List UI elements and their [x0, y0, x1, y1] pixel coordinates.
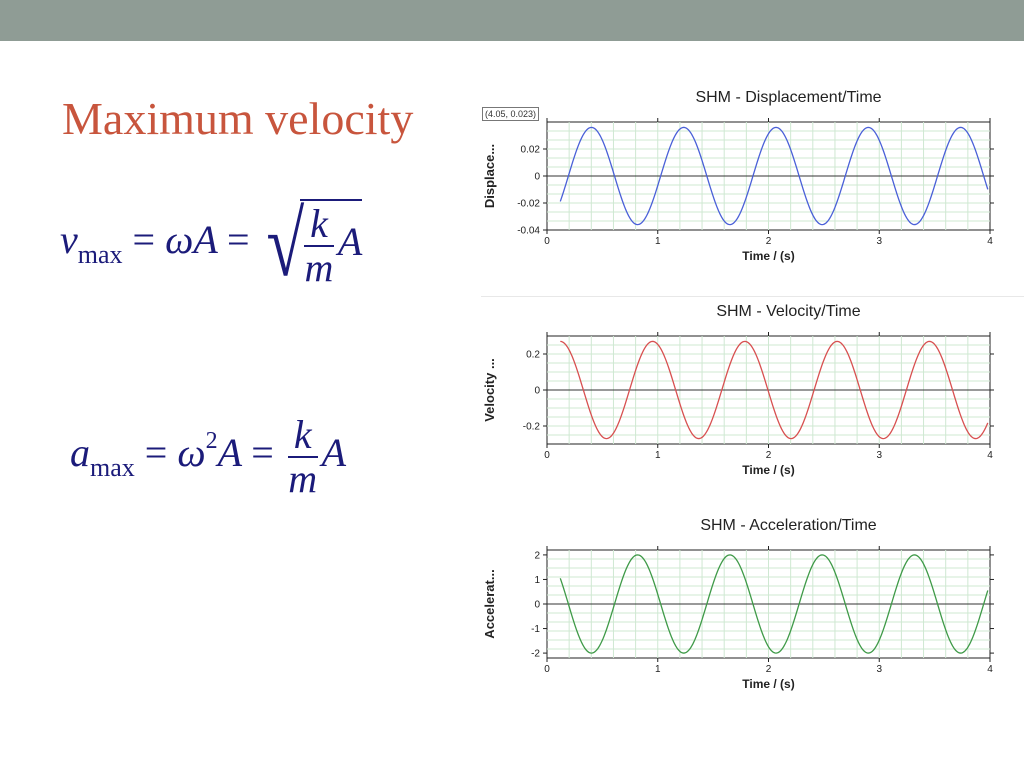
y-tick-label: -0.2	[523, 422, 541, 433]
fraction-denominator: m	[304, 245, 334, 290]
y-tick-label: 0.2	[526, 350, 540, 361]
chart-title: SHM - Acceleration/Time	[700, 517, 876, 534]
series-line	[560, 340, 989, 440]
y-tick-label: 0	[534, 600, 540, 611]
squared-exponent: 2	[205, 428, 218, 455]
acceleration-chart: 0 1 2 3 4 2 1 0 -1 -2 SHM - Acceleration/Time Time …	[479, 510, 1024, 730]
y-tick-label: 2	[534, 550, 540, 561]
x-tick-label: 0	[544, 450, 550, 461]
slide-title: Maximum velocity	[62, 93, 414, 144]
x-axis-label: Time / (s)	[742, 463, 794, 477]
x-tick-label: 2	[766, 236, 772, 247]
y-axis-label: Accelerat...	[482, 569, 497, 638]
x-tick-label: 3	[876, 664, 882, 675]
cursor-coordinate-readout: (4.05, 0.023)	[482, 107, 540, 121]
velocity-chart-svg: 0 1 2 3 4 0.2 0 -0.2 SHM - Velocity/Time Time / (…	[482, 303, 994, 477]
x-tick-label: 2	[766, 450, 772, 461]
k-over-m-fraction: k m	[287, 414, 318, 501]
y-tick-label: 1	[534, 575, 540, 586]
equals-sign: =	[251, 430, 274, 476]
series-line	[559, 554, 989, 654]
vmax-equation: vmax = ωA = √ k m A	[60, 198, 363, 290]
x-tick-label: 1	[655, 450, 661, 461]
chart-title: SHM - Velocity/Time	[716, 303, 860, 320]
x-tick-label: 0	[544, 664, 550, 675]
y-tick-label: 0	[534, 386, 540, 397]
displacement-chart: 0 1 2 3 4 0.02 0 -0.02 -0.04 SHM - Displacement/T…	[479, 82, 1024, 302]
x-tick-label: 1	[655, 236, 661, 247]
amplitude-symbol: A	[217, 430, 242, 476]
series-line	[559, 126, 989, 226]
fraction-numerator: k	[304, 203, 334, 247]
y-axis-label: Velocity ...	[482, 358, 497, 422]
y-tick-label: -2	[531, 649, 540, 660]
max-subscript: max	[77, 240, 123, 270]
displacement-chart-svg: 0 1 2 3 4 0.02 0 -0.02 -0.04 SHM - Displacement/T…	[482, 89, 994, 263]
max-subscript: max	[90, 453, 135, 483]
radicand: k m A	[300, 199, 363, 289]
x-tick-label: 3	[876, 450, 882, 461]
radical-icon: √	[265, 193, 304, 295]
y-tick-label: 0.02	[521, 145, 541, 156]
x-tick-label: 3	[876, 236, 882, 247]
y-tick-label: -1	[531, 624, 540, 635]
x-tick-label: 4	[987, 664, 993, 675]
top-banner	[0, 0, 1024, 41]
omega-a-term: ωA	[165, 217, 218, 263]
chart-separator	[481, 296, 1024, 297]
amplitude-symbol: A	[337, 219, 363, 265]
x-tick-label: 4	[987, 236, 993, 247]
k-over-m-fraction: k m	[304, 203, 334, 289]
x-tick-label: 0	[544, 236, 550, 247]
y-tick-label: -0.02	[517, 199, 540, 210]
equals-sign: =	[132, 217, 156, 263]
omega-symbol: ω	[177, 430, 206, 476]
square-root: √ k m A	[260, 198, 363, 290]
velocity-chart: 0 1 2 3 4 0.2 0 -0.2 SHM - Velocity/Time Time / (…	[479, 296, 1024, 516]
equals-sign: =	[144, 430, 168, 476]
v-symbol: v	[60, 217, 78, 263]
fraction-denominator: m	[288, 456, 318, 501]
equals-sign: =	[227, 217, 250, 263]
x-tick-label: 2	[766, 664, 772, 675]
x-axis-label: Time / (s)	[742, 677, 794, 691]
x-tick-label: 1	[655, 664, 661, 675]
amplitude-symbol: A	[321, 430, 347, 476]
amax-equation: amax = ω2A = k m A	[70, 414, 346, 500]
x-tick-label: 4	[987, 450, 993, 461]
y-tick-label: -0.04	[517, 226, 540, 237]
a-symbol: a	[70, 430, 90, 476]
y-tick-label: 0	[534, 172, 540, 183]
y-axis-label: Displace...	[482, 144, 497, 208]
x-axis-label: Time / (s)	[742, 249, 794, 263]
acceleration-chart-svg: 0 1 2 3 4 2 1 0 -1 -2 SHM - Acceleration/Time Time …	[482, 517, 994, 691]
fraction-numerator: k	[287, 414, 318, 458]
chart-title: SHM - Displacement/Time	[695, 89, 881, 106]
